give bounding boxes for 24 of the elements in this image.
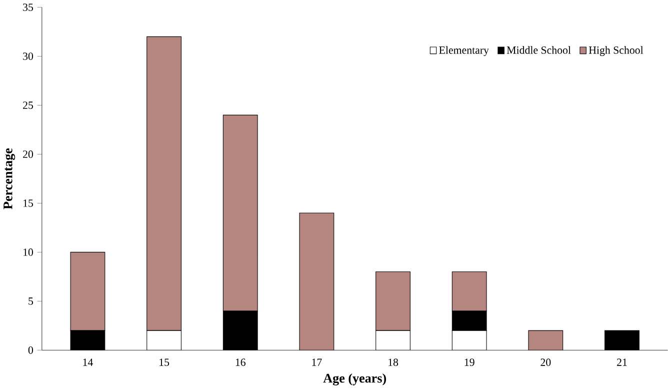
bar [299, 212, 334, 350]
x-tick-label: 15 [160, 358, 170, 366]
y-tick-label: 15 [23, 200, 33, 207]
y-axis-title: Percentage [4, 148, 16, 210]
x-tick-label: 19 [464, 358, 474, 366]
x-tick-label: 16 [236, 358, 246, 366]
x-tick-label: 21 [617, 358, 627, 366]
y-tick-label: 5 [28, 298, 33, 305]
bar [528, 330, 564, 350]
legend-label: Elementary [439, 46, 489, 56]
legend-label: Middle School [506, 46, 571, 54]
x-tick-label: 14 [83, 358, 93, 366]
y-tick-label: 30 [23, 52, 34, 60]
y-tick-label: 0 [28, 346, 34, 354]
legend-label: High School [588, 46, 644, 56]
bar [604, 330, 640, 350]
x-tick-label: 18 [388, 358, 398, 366]
x-tick-label: 20 [540, 358, 551, 366]
x-tick-label: 17 [312, 358, 322, 366]
y-tick-label: 10 [23, 248, 34, 256]
y-tick-label: 20 [23, 150, 34, 158]
y-tick-label: 35 [23, 4, 33, 11]
x-axis-title: Age (years) [323, 373, 386, 386]
y-tick-label: 25 [23, 102, 33, 109]
